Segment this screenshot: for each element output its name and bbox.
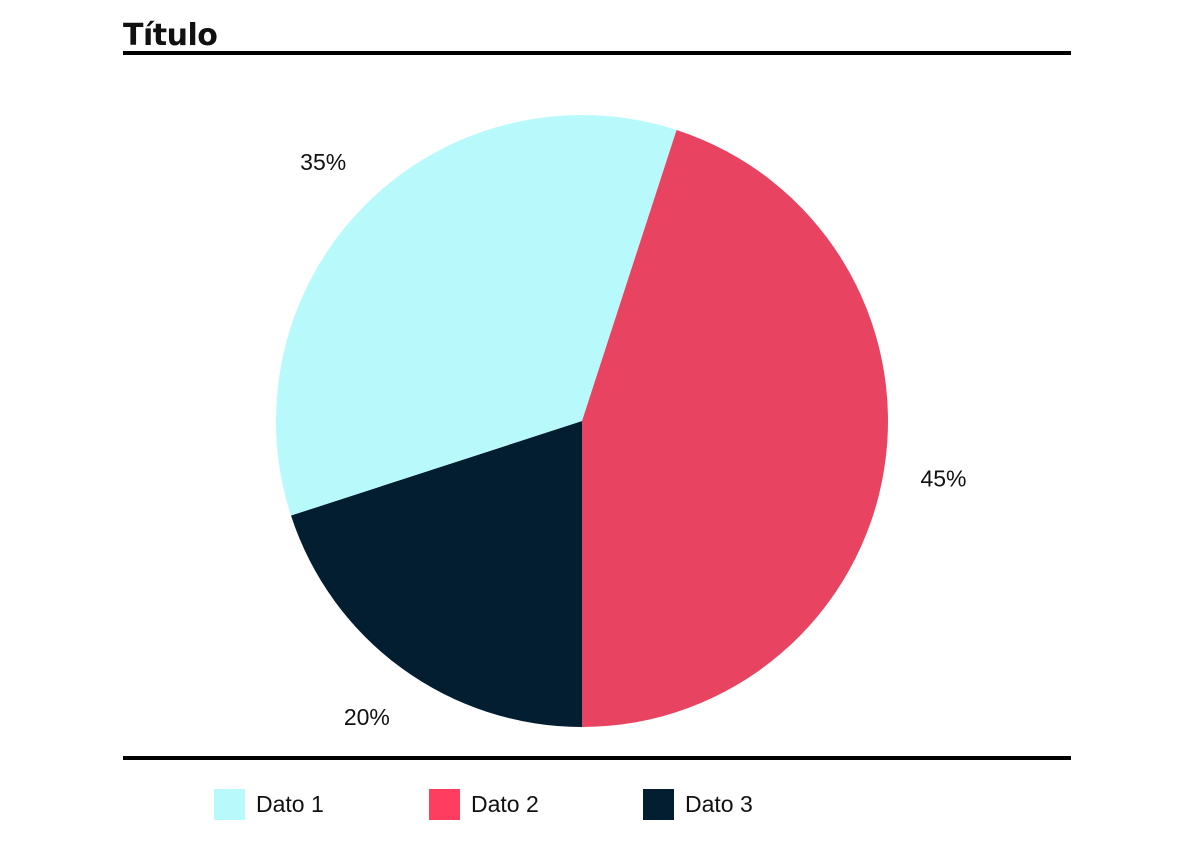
slice-label-dato-2: 45% xyxy=(920,465,966,491)
legend-label-dato-2: Dato 2 xyxy=(471,791,539,817)
pie-slice-dato-3 xyxy=(290,421,582,727)
legend-item-dato-2: Dato 2 xyxy=(429,788,539,820)
legend-rule xyxy=(123,756,1071,760)
title-rule xyxy=(123,51,1071,55)
chart-title: Título xyxy=(123,18,218,53)
legend-label-dato-1: Dato 1 xyxy=(256,791,324,817)
legend-item-dato-1: Dato 1 xyxy=(214,788,324,820)
slice-label-dato-3: 20% xyxy=(344,704,390,730)
legend-swatch-dato-2 xyxy=(429,788,460,820)
pie-slice-dato-1 xyxy=(276,114,677,516)
legend: Dato 1 Dato 2 Dato 3 xyxy=(0,788,1192,822)
legend-item-dato-3: Dato 3 xyxy=(643,788,753,820)
slice-label-dato-1: 35% xyxy=(300,149,346,175)
legend-label-dato-3: Dato 3 xyxy=(685,791,753,817)
legend-swatch-dato-3 xyxy=(643,788,674,820)
pie-slice-dato-2 xyxy=(582,129,889,728)
legend-swatch-dato-1 xyxy=(214,788,245,820)
